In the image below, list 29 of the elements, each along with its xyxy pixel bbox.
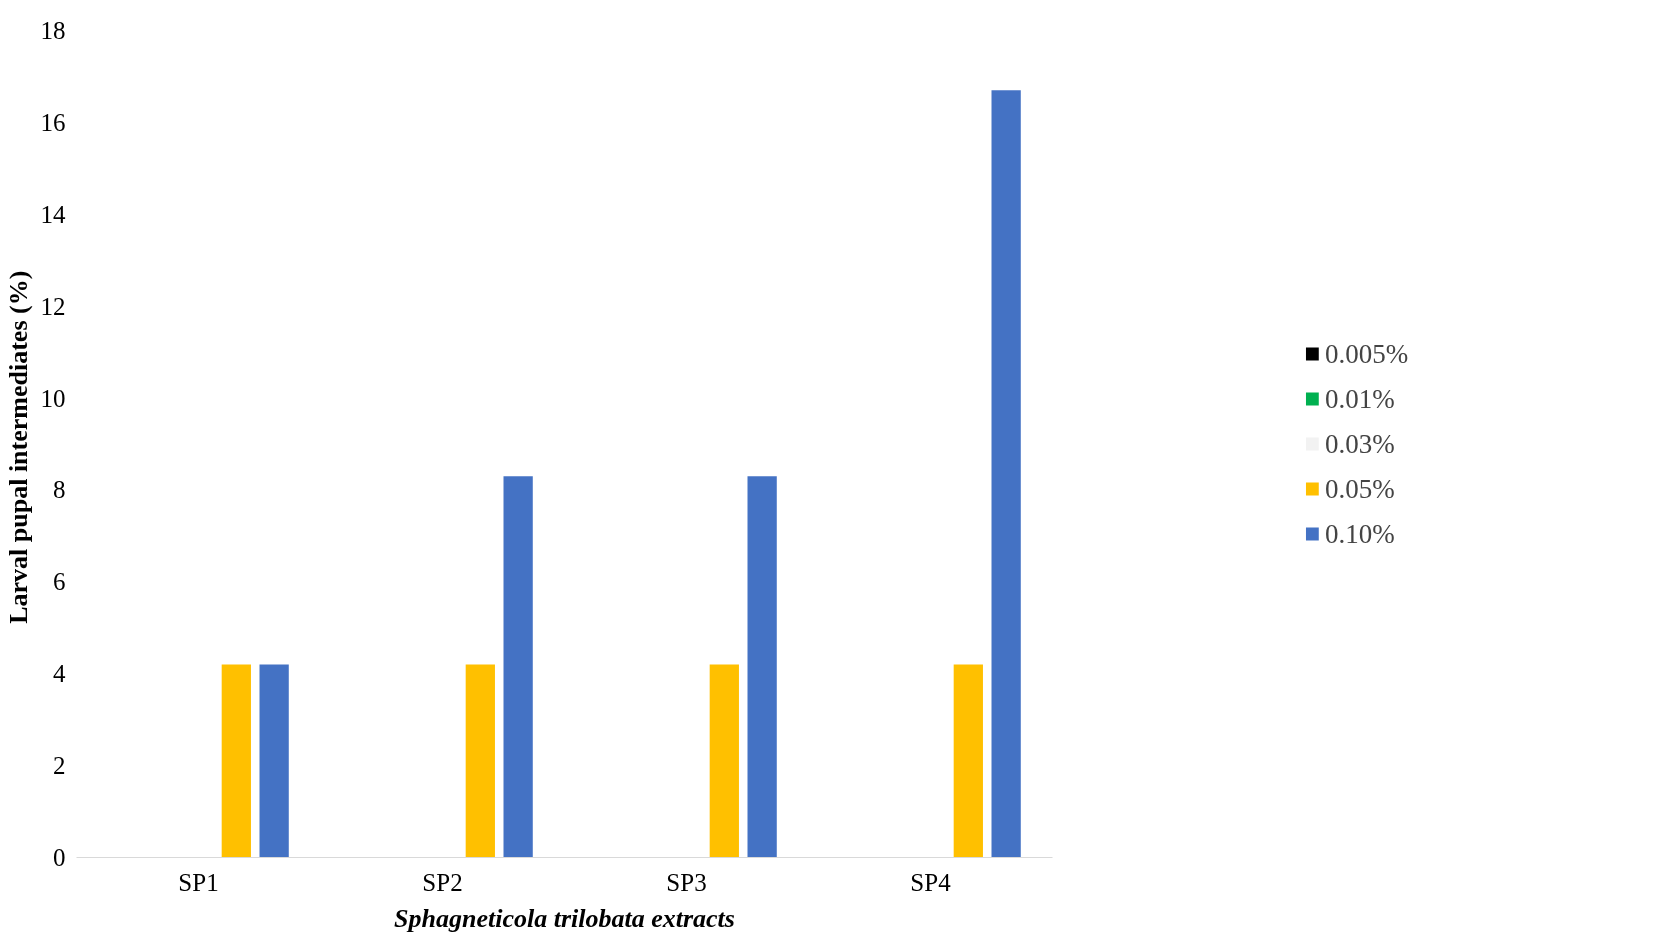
bar: [991, 90, 1021, 858]
bar: [221, 664, 251, 858]
x-tick-label: SP2: [422, 868, 463, 896]
legend-label: 0.05%: [1324, 473, 1395, 504]
y-tick-label: 0: [53, 844, 66, 871]
y-tick-label: 12: [40, 292, 66, 320]
bar: [709, 664, 739, 858]
y-tick-label: 2: [53, 752, 66, 780]
legend-label: 0.005%: [1324, 338, 1409, 369]
y-axis-title: Larval pupal intermediates (%): [3, 270, 33, 624]
x-tick-label: SP3: [666, 868, 707, 896]
y-tick-label: 6: [53, 568, 66, 596]
y-tick-label: 4: [53, 660, 66, 688]
bar: [503, 476, 533, 858]
bar: [259, 664, 289, 858]
y-tick-label: 8: [53, 476, 66, 504]
y-tick-label: 14: [40, 200, 66, 228]
legend-label: 0.01%: [1324, 383, 1395, 414]
y-tick-label: 10: [40, 384, 66, 412]
y-tick-label: 18: [40, 17, 66, 44]
legend-label: 0.03%: [1324, 428, 1395, 459]
y-tick-label: 16: [40, 108, 66, 136]
x-axis-title: Sphagneticola trilobata extracts: [394, 903, 735, 933]
bar: [953, 664, 983, 858]
bar: [747, 476, 777, 858]
x-tick-label: SP1: [178, 868, 219, 896]
bar: [465, 664, 495, 858]
x-tick-label: SP4: [910, 868, 952, 896]
legend-label: 0.10%: [1324, 518, 1395, 549]
